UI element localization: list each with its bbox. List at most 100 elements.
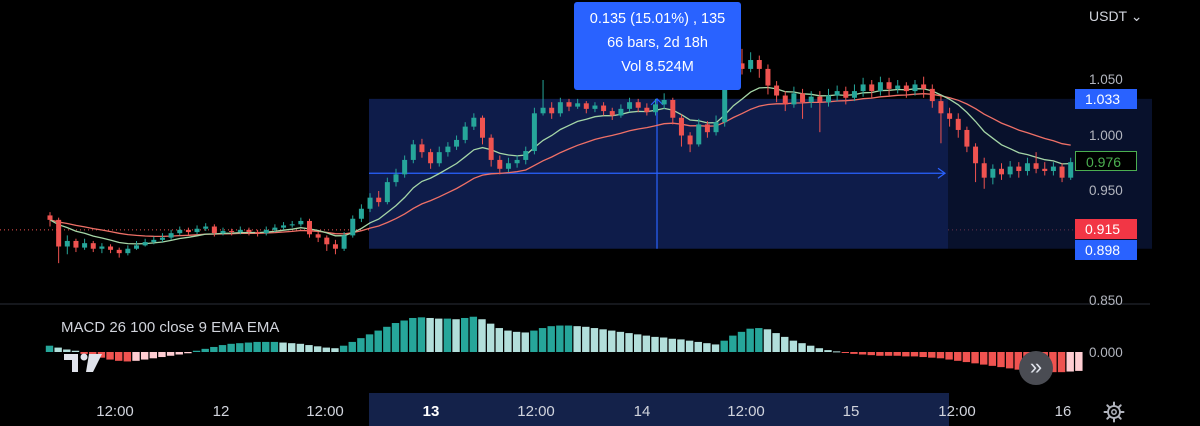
macd-histogram-bar xyxy=(305,345,313,352)
macd-histogram-bar xyxy=(1049,352,1057,373)
macd-histogram-bar xyxy=(339,345,348,352)
candle-body xyxy=(142,242,148,246)
candle-body xyxy=(246,229,252,233)
candle-body xyxy=(834,91,840,96)
last-price-tag: 0.915 xyxy=(1075,219,1137,239)
candle-body xyxy=(428,152,434,164)
candle-body xyxy=(151,239,157,243)
macd-histogram-bar xyxy=(365,334,374,352)
candle-body xyxy=(281,225,287,228)
macd-histogram-bar xyxy=(218,345,227,352)
candle-body xyxy=(194,228,200,233)
candle-body xyxy=(860,84,866,92)
candle-body xyxy=(774,85,780,96)
currency-selector[interactable]: USDT ⌄ xyxy=(1089,8,1142,25)
macd-histogram-bar xyxy=(858,352,867,355)
candle-body xyxy=(480,117,485,138)
candle-body xyxy=(592,105,598,109)
macd-histogram-bar xyxy=(435,318,443,352)
tradingview-logo-icon xyxy=(64,353,102,372)
candle-body xyxy=(255,232,261,234)
macd-histogram-bar xyxy=(694,341,702,352)
macd-histogram-bar xyxy=(123,352,132,362)
candle-body xyxy=(376,197,382,203)
candle-body xyxy=(644,107,650,113)
measure-bars: 66 bars, 2d 18h xyxy=(607,35,708,51)
candle-body xyxy=(756,60,762,69)
macd-histogram-bar xyxy=(192,350,201,352)
macd-histogram-bar xyxy=(538,328,547,352)
candle-body xyxy=(108,246,114,250)
candle-body xyxy=(886,82,892,89)
time-label: 12:00 xyxy=(727,403,765,420)
candle-body xyxy=(653,104,658,113)
macd-histogram-bar xyxy=(755,328,763,352)
macd-histogram-bar xyxy=(668,338,676,352)
macd-histogram-bar xyxy=(400,320,408,352)
macd-histogram-bar xyxy=(677,339,685,352)
measure-change: 0.135 (15.01%) , 135 xyxy=(589,11,726,27)
macd-histogram-bar xyxy=(495,328,503,352)
candle-body xyxy=(687,135,693,145)
macd-histogram-bar xyxy=(417,317,426,352)
macd-histogram-bar xyxy=(599,329,607,352)
macd-histogram-bar xyxy=(625,333,633,352)
macd-histogram-bar xyxy=(1005,352,1014,369)
candle-body xyxy=(47,215,53,220)
candle-body xyxy=(185,229,191,233)
macd-histogram-bar xyxy=(556,325,564,352)
candle-body xyxy=(263,229,269,234)
macd-histogram-bar xyxy=(651,336,659,352)
time-label: 12:00 xyxy=(517,403,555,420)
time-label: 13 xyxy=(422,403,440,420)
macd-histogram-bar xyxy=(391,323,400,352)
measure-arrow-head-up xyxy=(650,98,664,106)
macd-histogram-bar xyxy=(279,342,287,352)
candle-body xyxy=(791,93,797,105)
candle-body xyxy=(454,139,460,147)
macd-histogram-bar xyxy=(201,348,209,352)
macd-histogram-bar xyxy=(322,347,330,352)
candle-body xyxy=(1016,166,1022,172)
macd-histogram-bar xyxy=(997,352,1005,368)
candle-body xyxy=(609,111,615,116)
candle-body xyxy=(410,144,416,160)
macd-title[interactable]: MACD 26 100 close 9 EMA EMA xyxy=(61,319,280,336)
candle-body xyxy=(722,80,728,123)
macd-histogram-bar xyxy=(80,352,88,354)
candle-body xyxy=(358,208,364,219)
macd-histogram-bar xyxy=(115,352,123,361)
scroll-to-realtime-button[interactable]: » xyxy=(1019,351,1053,385)
candle-body xyxy=(817,96,823,103)
macd-histogram-bar xyxy=(919,352,927,358)
settings-gear-icon[interactable] xyxy=(1103,401,1125,423)
time-label: 12 xyxy=(212,403,230,420)
macd-histogram-bar xyxy=(374,330,382,352)
macd-histogram-bar xyxy=(1075,352,1083,371)
time-label: 14 xyxy=(633,403,651,420)
measure-volume: Vol 8.524M xyxy=(621,59,694,75)
macd-histogram-bar xyxy=(166,352,175,356)
candle-body xyxy=(627,102,633,109)
candle-body xyxy=(514,159,520,164)
candle-body xyxy=(531,113,537,152)
candle-body xyxy=(220,230,226,234)
candle-body xyxy=(462,126,468,140)
candle-body xyxy=(159,237,165,240)
measure-top-tag: 1.033 xyxy=(1075,89,1137,109)
candle-body xyxy=(332,244,338,249)
candle-body xyxy=(782,95,788,105)
current-price-tag: 0.976 xyxy=(1075,151,1137,171)
macd-histogram-bar xyxy=(815,348,824,352)
macd-histogram-bar xyxy=(331,348,339,352)
macd-histogram-bar xyxy=(443,318,452,352)
candle-body xyxy=(419,144,425,153)
macd-histogram-bar xyxy=(703,343,711,352)
candle-body xyxy=(800,93,806,103)
candle-body xyxy=(324,237,330,245)
macd-histogram-bar xyxy=(478,319,486,352)
candle-body xyxy=(488,137,494,160)
candle-body xyxy=(748,60,754,69)
candle-body xyxy=(670,99,676,118)
